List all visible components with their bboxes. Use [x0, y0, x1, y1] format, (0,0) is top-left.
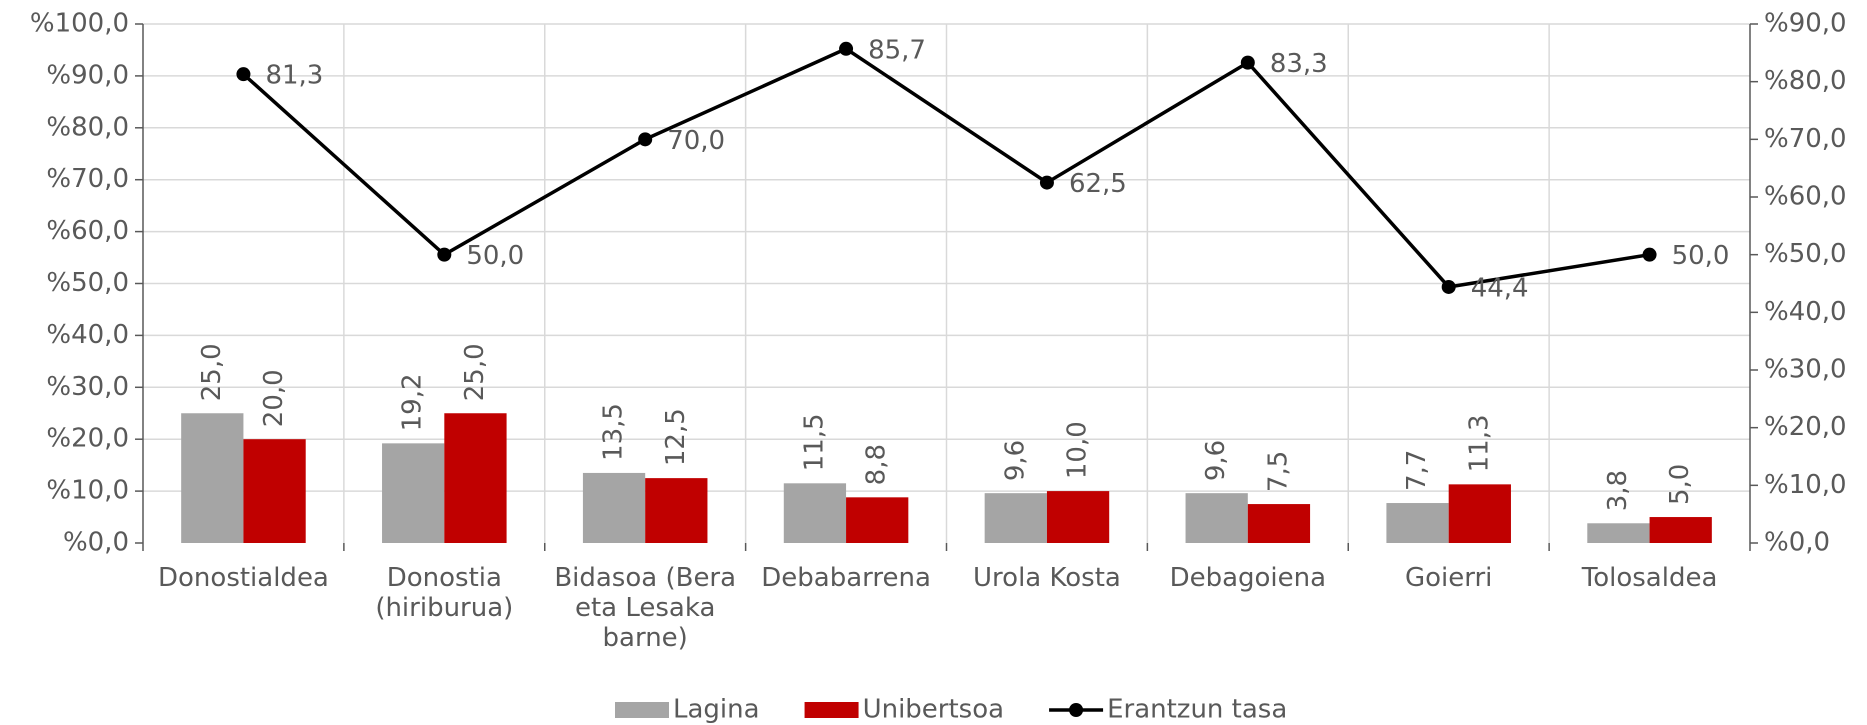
y2-tick-label: %40,0	[1764, 297, 1847, 327]
y-tick-label: %60,0	[46, 216, 129, 246]
bar	[243, 439, 306, 543]
legend-swatch	[615, 702, 669, 718]
line-point	[1039, 175, 1054, 190]
x-tick-label: Tolosaldea	[1581, 563, 1718, 593]
y2-tick-label: %90,0	[1764, 9, 1847, 39]
x-tick-label-box: Goierri	[1404, 563, 1493, 593]
bar-value-label: 19,2	[398, 373, 428, 431]
bar	[1448, 484, 1511, 543]
x-tick-label: Bidasoa (Bera eta Lesaka barne)	[554, 563, 737, 653]
bar	[1386, 503, 1449, 543]
legend-swatch	[1069, 703, 1084, 717]
bar-value-label: 12,5	[661, 408, 691, 466]
line-value-label: 83,3	[1270, 49, 1328, 79]
line-value-label: 50,0	[466, 241, 524, 271]
x-tick-label-box: Donostia (hiriburua)	[375, 563, 514, 623]
bar-value-label: 20,0	[259, 369, 289, 427]
bar-value-label: 13,5	[599, 403, 629, 461]
line-value-label: 44,4	[1471, 273, 1529, 303]
x-tick-label: Donostia (hiriburua)	[375, 563, 514, 623]
bar	[1046, 491, 1110, 543]
bar	[1649, 517, 1712, 543]
x-tick-label-box: Urola Kosta	[973, 563, 1121, 593]
y-tick-label: %100,0	[30, 9, 129, 39]
line-value-label: 85,7	[868, 35, 926, 65]
x-tick-label: Debagoiena	[1169, 563, 1327, 593]
line-value-label: 70,0	[667, 126, 725, 156]
bar	[444, 413, 507, 543]
bar-value-label: 8,8	[862, 444, 892, 485]
bar-value-label: 7,5	[1263, 451, 1293, 492]
line-value-label: 62,5	[1069, 169, 1127, 199]
line-point	[1642, 247, 1657, 262]
bar	[181, 413, 244, 543]
y-tick-label: %70,0	[46, 164, 129, 194]
legend-label: Erantzun tasa	[1107, 695, 1287, 725]
bar	[382, 443, 445, 543]
line-point	[638, 132, 653, 147]
y2-tick-label: %30,0	[1764, 355, 1847, 385]
x-tick-label-box: Donostialdea	[158, 563, 329, 593]
y-tick-label: %50,0	[46, 268, 129, 298]
line-point	[1441, 279, 1456, 294]
x-tick-label: Goierri	[1404, 563, 1493, 593]
y-tick-label: %0,0	[63, 528, 129, 558]
y-tick-label: %40,0	[46, 320, 129, 350]
x-tick-label: Debabarrena	[761, 563, 931, 593]
line-point	[839, 41, 854, 56]
bar	[582, 472, 646, 543]
y2-tick-label: %50,0	[1764, 239, 1847, 269]
bar-value-label: 11,3	[1464, 414, 1494, 472]
y2-tick-label: %20,0	[1764, 412, 1847, 442]
x-tick-label-box: Debagoiena	[1169, 563, 1327, 593]
y2-tick-label: %80,0	[1764, 66, 1847, 96]
y-tick-label: %30,0	[46, 372, 129, 402]
x-tick-label: Donostialdea	[158, 563, 329, 593]
y-tick-label: %80,0	[46, 112, 129, 142]
line-point	[1240, 55, 1255, 70]
bar-value-label: 11,5	[799, 413, 829, 471]
x-tick-label-box: Debabarrena	[761, 563, 931, 593]
bar-value-label: 9,6	[1000, 440, 1030, 481]
bar-value-label: 3,8	[1603, 470, 1633, 511]
y-tick-label: %20,0	[46, 424, 129, 454]
legend-swatch	[804, 702, 859, 718]
y2-tick-label: %70,0	[1764, 124, 1847, 154]
y2-tick-label: %10,0	[1764, 470, 1847, 500]
line-value-label: 50,0	[1672, 241, 1730, 271]
line-value-label: 81,3	[265, 61, 323, 91]
bar-value-label: 5,0	[1665, 464, 1695, 505]
bar	[846, 497, 909, 543]
bar	[1587, 523, 1650, 543]
bar-value-label: 25,0	[460, 343, 490, 401]
bar-value-label: 7,7	[1402, 450, 1432, 491]
bar	[645, 478, 708, 543]
legend-label: Lagina	[673, 695, 760, 725]
bar	[1185, 493, 1248, 543]
bar	[984, 493, 1047, 543]
bar-value-label: 10,0	[1063, 421, 1093, 479]
legend-label: Unibertsoa	[863, 695, 1005, 725]
line-point	[236, 67, 251, 82]
line	[242, 46, 1650, 289]
y-tick-label: %90,0	[46, 60, 129, 90]
bar-value-label: 25,0	[197, 343, 227, 401]
x-tick-label-box: Tolosaldea	[1581, 563, 1718, 593]
y2-tick-label: %60,0	[1764, 182, 1847, 212]
line-point	[437, 247, 452, 262]
y2-tick-label: %0,0	[1764, 528, 1830, 558]
bar	[783, 483, 847, 543]
y-tick-label: %10,0	[46, 476, 129, 506]
bar-value-label: 9,6	[1201, 440, 1231, 481]
x-tick-label-box: Bidasoa (Bera eta Lesaka barne)	[554, 563, 737, 653]
bar	[1247, 504, 1311, 543]
x-tick-label: Urola Kosta	[973, 563, 1121, 593]
